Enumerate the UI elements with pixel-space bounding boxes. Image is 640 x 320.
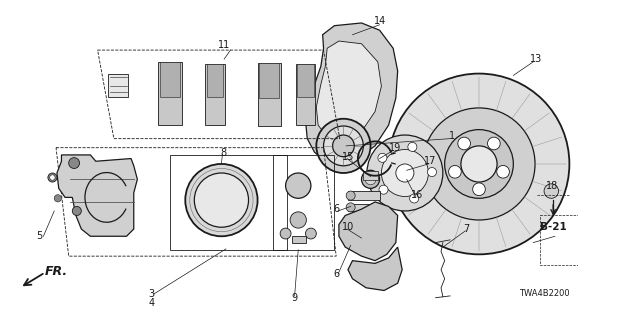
Circle shape [195,173,248,227]
Text: 16: 16 [410,190,423,200]
Text: TWA4B2200: TWA4B2200 [519,289,570,298]
Circle shape [388,74,570,254]
Polygon shape [296,64,316,125]
Polygon shape [158,62,182,125]
Polygon shape [207,64,223,98]
Circle shape [290,212,307,228]
Circle shape [333,135,355,157]
Text: 4: 4 [148,298,155,308]
Circle shape [473,183,485,196]
Polygon shape [257,63,281,126]
Circle shape [381,149,428,196]
Text: 14: 14 [374,16,386,26]
Text: 6: 6 [333,269,339,279]
Text: 6: 6 [333,204,339,214]
Bar [348,191,380,200]
Circle shape [72,206,81,215]
Text: 7: 7 [463,224,470,234]
Circle shape [544,184,559,198]
Circle shape [423,108,535,220]
Circle shape [346,191,355,200]
Polygon shape [205,64,225,125]
Circle shape [408,142,417,151]
Bar [364,171,378,180]
Circle shape [410,194,419,203]
Polygon shape [160,62,180,97]
Circle shape [48,173,57,182]
Circle shape [396,164,414,182]
Circle shape [305,228,316,239]
Circle shape [68,158,79,168]
Circle shape [324,126,364,166]
Circle shape [50,175,55,180]
Text: B-21: B-21 [540,222,566,232]
Circle shape [316,119,371,173]
Text: 1: 1 [449,131,455,141]
Polygon shape [259,63,279,98]
Text: 5: 5 [36,231,43,241]
Circle shape [449,165,461,178]
Circle shape [346,203,355,212]
Circle shape [488,137,500,150]
Polygon shape [316,41,381,140]
Text: 17: 17 [424,156,436,166]
Text: FR.: FR. [44,265,68,278]
Circle shape [285,173,311,198]
Text: 9: 9 [292,293,298,303]
Text: 15: 15 [342,152,354,162]
Text: 10: 10 [342,222,354,232]
Text: 8: 8 [220,148,227,158]
Bar [273,155,334,250]
Text: 11: 11 [218,40,230,50]
Circle shape [461,146,497,182]
Bar [540,215,586,265]
Text: 18: 18 [546,181,558,191]
Bar [348,204,380,211]
Text: 13: 13 [530,54,542,64]
Bar [108,74,129,97]
Circle shape [185,164,257,236]
Circle shape [362,170,380,188]
Bar [170,155,287,250]
Circle shape [365,174,376,185]
Circle shape [458,137,470,150]
Circle shape [280,228,291,239]
Polygon shape [298,64,314,98]
Polygon shape [57,155,138,236]
Circle shape [379,185,388,194]
Text: 3: 3 [148,289,155,299]
Circle shape [428,168,436,177]
Bar [292,236,307,244]
Polygon shape [348,247,402,291]
Circle shape [497,165,509,178]
Text: 19: 19 [389,143,401,153]
Polygon shape [305,23,397,164]
Circle shape [445,130,513,198]
Polygon shape [339,202,397,261]
Circle shape [378,153,387,162]
Circle shape [367,135,443,211]
Circle shape [54,195,61,202]
